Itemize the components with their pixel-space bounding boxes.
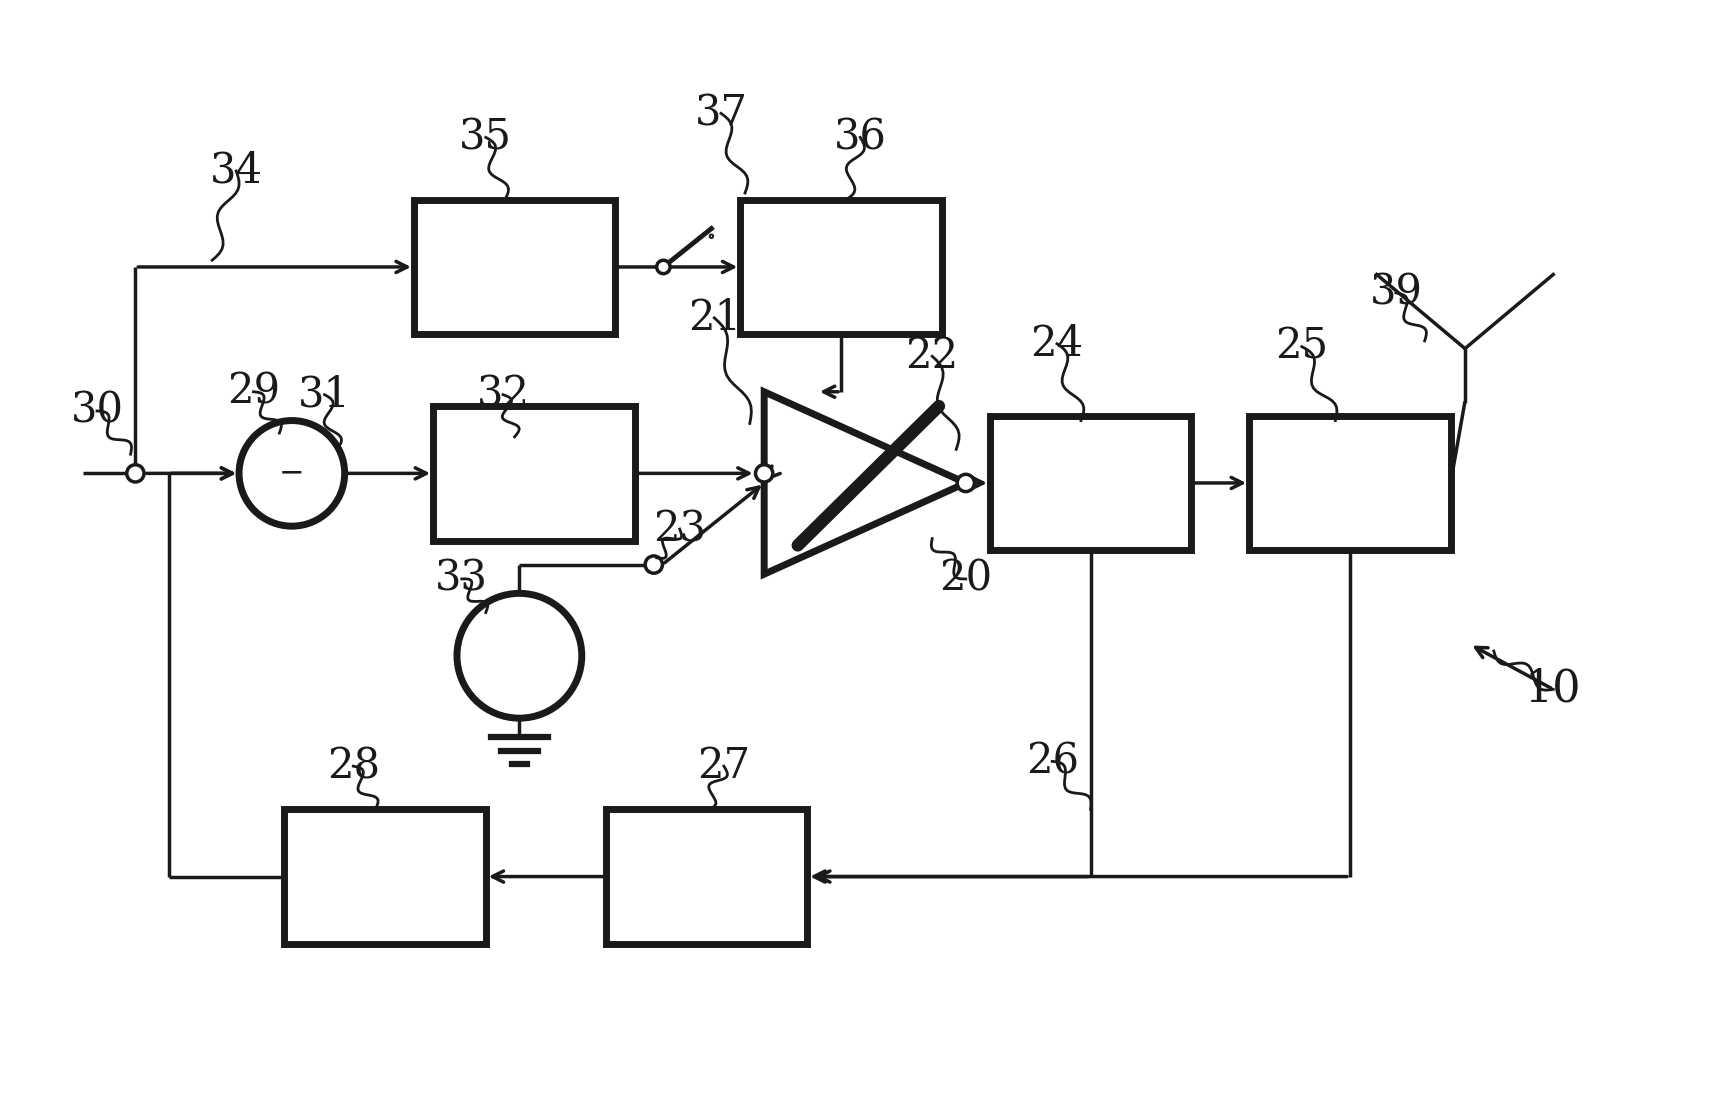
- Text: 24: 24: [1030, 322, 1084, 365]
- Circle shape: [657, 260, 671, 274]
- Circle shape: [126, 464, 144, 482]
- Circle shape: [711, 235, 712, 237]
- Text: 20: 20: [939, 558, 992, 599]
- Text: 10: 10: [1525, 668, 1582, 711]
- Circle shape: [958, 474, 975, 492]
- Text: 25: 25: [1276, 326, 1328, 368]
- Text: 35: 35: [460, 116, 512, 158]
- Text: 30: 30: [71, 390, 123, 432]
- Bar: [1248, 416, 1451, 551]
- Text: 26: 26: [1025, 740, 1079, 782]
- Text: 27: 27: [697, 746, 750, 787]
- Text: 22: 22: [906, 336, 960, 377]
- Text: 32: 32: [477, 373, 529, 416]
- Circle shape: [456, 594, 581, 718]
- Bar: [989, 416, 1191, 551]
- Circle shape: [756, 464, 773, 482]
- Circle shape: [239, 421, 344, 526]
- Text: 21: 21: [688, 297, 740, 339]
- Text: 29: 29: [226, 371, 280, 413]
- Text: 23: 23: [654, 509, 705, 550]
- Text: −: −: [278, 459, 304, 488]
- Text: 31: 31: [297, 373, 351, 416]
- Bar: [432, 407, 635, 541]
- Text: 36: 36: [833, 116, 887, 158]
- Bar: [413, 199, 616, 335]
- Circle shape: [645, 556, 662, 573]
- Text: 34: 34: [209, 150, 263, 192]
- Text: 28: 28: [327, 746, 380, 787]
- Text: 33: 33: [436, 558, 488, 599]
- Bar: [740, 199, 942, 335]
- Text: 37: 37: [695, 92, 747, 134]
- Bar: [605, 809, 807, 944]
- Bar: [284, 809, 486, 944]
- Text: 39: 39: [1369, 271, 1423, 314]
